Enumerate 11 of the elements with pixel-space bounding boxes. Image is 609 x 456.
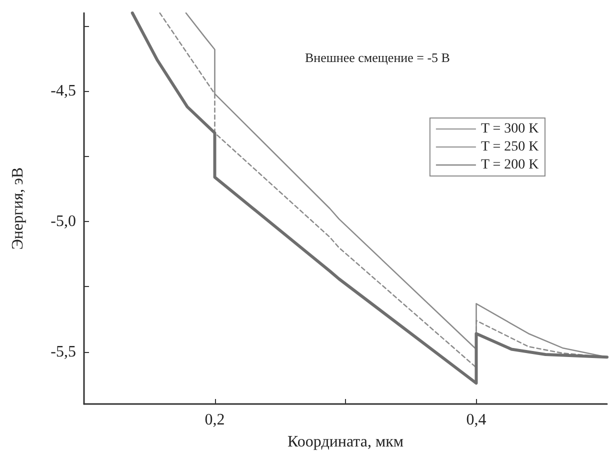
x-tick-label: 0,4 (466, 412, 486, 428)
annotation: Внешнее смещение = -5 В (305, 50, 450, 65)
legend-label: T = 300 K (480, 122, 539, 136)
legend-label: T = 200 K (480, 158, 539, 172)
y-tick-label: -5,0 (50, 213, 76, 230)
y-tick-label: -4,5 (50, 82, 76, 100)
x-tick-label: 0,2 (204, 412, 225, 428)
y-tick-label: -5,5 (50, 343, 76, 360)
x-axis-title: Координата, мкм (288, 434, 404, 450)
legend-label: T = 250 K (480, 140, 539, 154)
y-axis-title: Энергия, эВ (10, 167, 26, 250)
